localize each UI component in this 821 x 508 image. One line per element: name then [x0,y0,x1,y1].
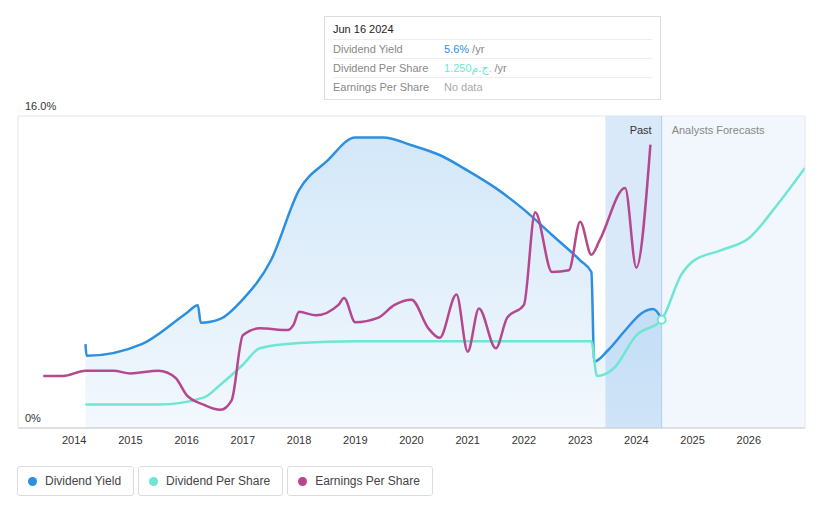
svg-text:2025: 2025 [680,434,704,446]
svg-text:2016: 2016 [174,434,198,446]
svg-text:2018: 2018 [287,434,311,446]
svg-text:2024: 2024 [624,434,648,446]
svg-text:2015: 2015 [118,434,142,446]
svg-text:2022: 2022 [512,434,536,446]
html-text:Jun 16 2024: Jun 16 2024 [333,23,394,35]
html-text:Dividend Per Share: Dividend Per Share [333,62,429,74]
html-text:Dividend Yield: Dividend Yield [333,43,403,55]
svg-text:2020: 2020 [399,434,423,446]
svg-text:2026: 2026 [737,434,761,446]
html-text:No data: No data [444,81,483,93]
svg-text:Analysts Forecasts: Analysts Forecasts [672,124,765,136]
svg-text:2017: 2017 [231,434,255,446]
html-text:Dividend Per Share: Dividend Per Share [166,474,271,488]
svg-text:2014: 2014 [62,434,86,446]
svg-text:0%: 0% [25,412,41,424]
html-text:Earnings Per Share: Earnings Per Share [315,474,420,488]
svg-text:2023: 2023 [568,434,592,446]
html-text:1.250ج.م. /yr: 1.250ج.م. /yr [444,62,507,74]
html-text:5.6% /yr: 5.6% /yr [444,43,485,55]
svg-text:2019: 2019 [343,434,367,446]
svg-text:2021: 2021 [455,434,479,446]
svg-text:16.0%: 16.0% [25,100,56,112]
svg-text:Past: Past [630,124,652,136]
html-text:Dividend Yield: Dividend Yield [45,474,122,488]
html-text:Earnings Per Share: Earnings Per Share [333,81,429,93]
